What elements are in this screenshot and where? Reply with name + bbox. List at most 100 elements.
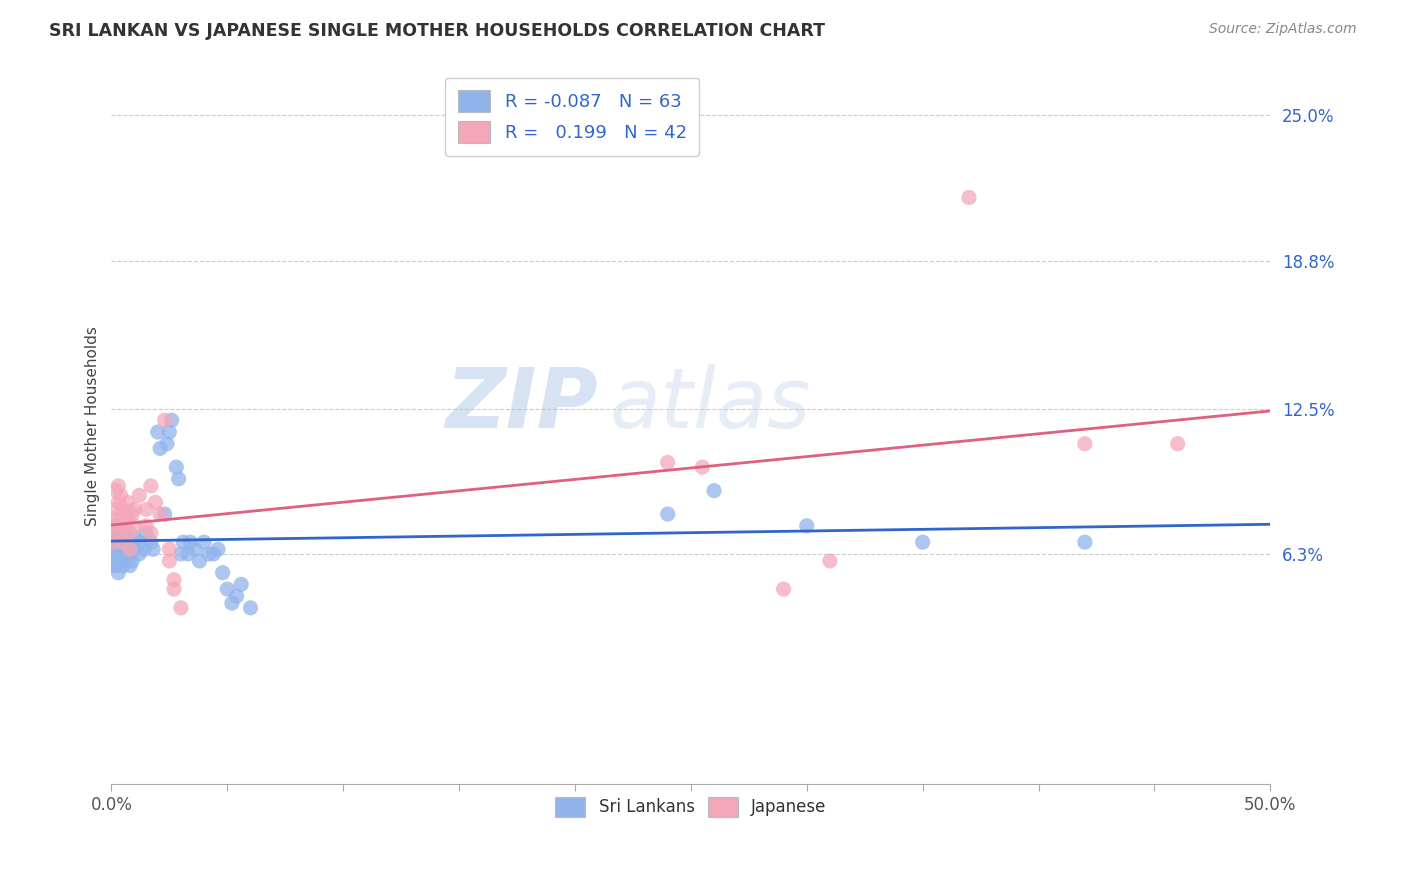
Point (110, 547, 132, 561)
Point (114, 554, 136, 568)
Point (111, 502, 134, 516)
Point (167, 472, 190, 486)
Point (135, 518, 157, 533)
Point (211, 566, 233, 580)
Point (118, 542, 141, 557)
Point (128, 535, 150, 549)
Point (139, 535, 162, 549)
Point (105, 535, 128, 549)
Point (118, 525, 141, 540)
Point (157, 542, 180, 557)
Point (111, 535, 134, 549)
Point (146, 425, 169, 439)
Point (796, 518, 818, 533)
Point (103, 535, 125, 549)
Point (179, 535, 201, 549)
Point (114, 507, 136, 521)
Point (118, 558, 141, 573)
Point (128, 547, 150, 561)
Point (692, 460, 714, 475)
Point (197, 547, 219, 561)
Point (139, 479, 162, 493)
Point (103, 535, 125, 549)
Point (135, 502, 157, 516)
Point (132, 542, 155, 557)
Point (117, 512, 139, 526)
Point (149, 507, 172, 521)
Point (165, 460, 187, 475)
Point (135, 525, 157, 540)
Point (118, 547, 141, 561)
Point (107, 531, 129, 545)
Point (103, 549, 125, 564)
Point (170, 600, 193, 615)
Point (105, 525, 128, 540)
Point (157, 425, 180, 439)
Point (156, 436, 179, 450)
Point (111, 558, 134, 573)
Point (1074, 535, 1097, 549)
Point (111, 542, 134, 557)
Point (184, 542, 207, 557)
Point (1167, 436, 1189, 450)
Point (188, 554, 211, 568)
Point (657, 507, 679, 521)
Text: SRI LANKAN VS JAPANESE SINGLE MOTHER HOUSEHOLDS CORRELATION CHART: SRI LANKAN VS JAPANESE SINGLE MOTHER HOU… (49, 22, 825, 40)
Point (703, 483, 725, 498)
Point (110, 554, 132, 568)
Point (153, 507, 176, 521)
Point (157, 554, 180, 568)
Point (911, 535, 934, 549)
Point (105, 547, 128, 561)
Point (117, 535, 139, 549)
Text: atlas: atlas (610, 364, 811, 445)
Point (107, 566, 129, 580)
Point (170, 547, 193, 561)
Point (207, 542, 229, 557)
Point (111, 518, 134, 533)
Point (110, 535, 132, 549)
Text: Source: ZipAtlas.com: Source: ZipAtlas.com (1209, 22, 1357, 37)
Point (124, 502, 146, 516)
Point (193, 535, 215, 549)
Point (117, 495, 139, 509)
Legend: Sri Lankans, Japanese: Sri Lankans, Japanese (547, 789, 835, 825)
Point (103, 524, 125, 538)
Point (121, 507, 143, 521)
Point (121, 554, 143, 568)
Point (657, 455, 679, 469)
Point (202, 547, 225, 561)
Point (149, 442, 172, 456)
Point (103, 518, 125, 533)
Point (145, 495, 167, 509)
Point (160, 413, 183, 427)
Point (105, 518, 128, 533)
Point (107, 479, 129, 493)
Point (957, 190, 980, 204)
Point (163, 573, 186, 587)
Point (111, 525, 134, 540)
Point (107, 542, 129, 557)
Point (110, 512, 132, 526)
Point (107, 554, 129, 568)
Point (239, 600, 262, 615)
Point (105, 502, 128, 516)
Point (124, 531, 146, 545)
Point (217, 582, 239, 596)
Point (124, 542, 146, 557)
Text: ZIP: ZIP (446, 364, 598, 445)
Point (221, 596, 243, 610)
Point (153, 413, 176, 427)
Point (105, 558, 128, 573)
Point (103, 512, 125, 526)
Point (124, 518, 146, 533)
Point (1074, 436, 1097, 450)
Point (107, 495, 129, 509)
Point (105, 483, 128, 498)
Point (110, 488, 132, 502)
Point (163, 582, 186, 596)
Point (225, 589, 247, 603)
Y-axis label: Single Mother Households: Single Mother Households (86, 326, 100, 526)
Point (142, 542, 165, 557)
Point (231, 577, 253, 591)
